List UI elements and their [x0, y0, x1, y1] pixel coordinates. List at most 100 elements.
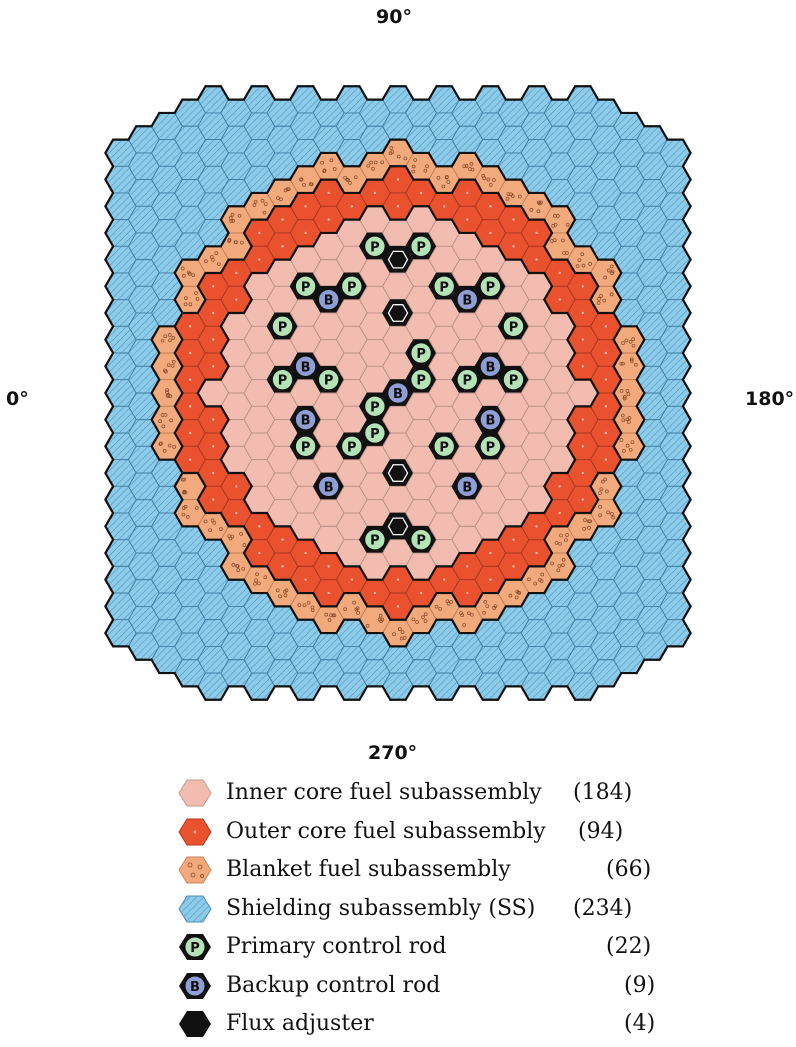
zone-boundaries: [104, 85, 692, 701]
backup-rod-marker: B: [318, 288, 340, 311]
svg-text:P: P: [370, 534, 380, 549]
blanket-subassembly: [151, 352, 183, 381]
blanket-hex-icon: [178, 856, 212, 884]
primary-rod-marker: P: [364, 422, 386, 444]
legend-count: (22): [606, 934, 652, 959]
legend-label: Flux adjuster: [226, 1011, 374, 1036]
svg-text:B: B: [301, 360, 311, 375]
svg-text:B: B: [462, 294, 472, 309]
svg-text:P: P: [278, 374, 288, 389]
legend-label: Primary control rod: [226, 934, 447, 959]
angle-label-270: 270°: [368, 742, 418, 764]
outer-core-hex-icon: [178, 818, 212, 845]
flux-adjuster-marker: [387, 517, 409, 536]
svg-text:P: P: [324, 374, 334, 389]
backup-control-rod-icon: B: [179, 972, 211, 999]
flux-adjuster-marker: [387, 304, 409, 322]
svg-text:P: P: [416, 240, 426, 255]
primary-rod-marker: P: [271, 315, 294, 337]
legend-row-shielding: Shielding subassembly (SS) (234): [178, 890, 738, 929]
backup-rod-marker: B: [387, 382, 409, 404]
svg-text:B: B: [485, 414, 495, 429]
primary-rod-marker: P: [341, 275, 363, 297]
svg-text:P: P: [439, 280, 449, 295]
svg-text:P: P: [190, 941, 200, 956]
primary-rod-marker: P: [294, 435, 317, 458]
primary-control-rod-icon: P: [179, 934, 211, 960]
backup-rod-marker: B: [294, 409, 317, 431]
svg-text:P: P: [439, 440, 449, 455]
flux-adjuster-marker: [387, 464, 409, 482]
svg-text:P: P: [416, 374, 426, 389]
legend-label: Outer core fuel subassembly: [226, 818, 546, 844]
svg-text:B: B: [485, 360, 495, 375]
angle-label-90: 90°: [376, 6, 412, 28]
primary-rod-marker: P: [341, 435, 363, 458]
primary-rod-marker: P: [479, 275, 502, 297]
legend-row-inner-core: Inner core fuel subassembly (184): [178, 774, 738, 813]
primary-rod-marker: P: [364, 235, 386, 257]
legend-count: (94): [578, 818, 624, 844]
legend-row-outer-core: Outer core fuel subassembly (94): [178, 813, 738, 852]
primary-rod-marker: P: [364, 395, 386, 418]
backup-rod-marker: B: [479, 355, 502, 377]
svg-text:B: B: [301, 414, 311, 429]
legend-count: (9): [624, 972, 656, 998]
primary-rod-marker: P: [410, 342, 432, 364]
primary-rod-marker: P: [271, 368, 294, 391]
legend-row-backup-rod: B Backup control rod (9): [178, 967, 738, 1006]
svg-text:P: P: [301, 440, 311, 455]
svg-text:B: B: [462, 480, 472, 495]
backup-rod-marker: B: [456, 475, 478, 498]
legend-label: Blanket fuel subassembly: [226, 857, 511, 882]
inner-core-hex-icon: [178, 779, 212, 807]
svg-text:P: P: [416, 347, 426, 362]
svg-text:P: P: [509, 374, 519, 389]
svg-text:P: P: [370, 427, 380, 442]
legend-label: Shielding subassembly (SS): [226, 895, 536, 921]
legend-count: (184): [573, 780, 633, 805]
svg-text:P: P: [347, 440, 357, 455]
primary-rod-marker: P: [410, 235, 432, 257]
shielding-hex-icon: [178, 895, 212, 922]
primary-rod-marker: P: [479, 435, 502, 458]
primary-rod-marker: P: [318, 368, 340, 391]
primary-rod-marker: P: [410, 529, 432, 551]
primary-rod-marker: P: [502, 368, 525, 391]
svg-text:B: B: [324, 480, 334, 495]
flux-adjuster-icon: [179, 1011, 211, 1037]
primary-rod-marker: P: [410, 368, 432, 391]
svg-text:P: P: [463, 374, 473, 389]
primary-rod-marker: P: [433, 275, 455, 297]
legend-row-flux-adjuster: Flux adjuster (4): [178, 1005, 738, 1044]
legend-count: (4): [624, 1011, 656, 1036]
svg-text:P: P: [416, 534, 426, 549]
svg-text:P: P: [486, 440, 496, 455]
svg-text:B: B: [393, 387, 403, 402]
backup-rod-marker: B: [456, 288, 478, 311]
backup-rod-marker: B: [479, 409, 502, 431]
svg-text:P: P: [486, 280, 496, 295]
legend-row-primary-rod: P Primary control rod (22): [178, 928, 738, 967]
svg-text:P: P: [370, 240, 380, 255]
primary-rod-marker: P: [294, 275, 317, 297]
angle-label-180: 180°: [745, 388, 795, 410]
primary-rod-marker: P: [433, 435, 455, 458]
svg-text:P: P: [278, 320, 288, 335]
backup-rod-marker: B: [318, 475, 340, 498]
flux-adjuster-marker: [387, 250, 409, 269]
legend: Inner core fuel subassembly (184) Outer …: [178, 774, 738, 1044]
svg-text:P: P: [301, 280, 311, 295]
backup-rod-marker: B: [294, 355, 317, 377]
legend-count: (234): [573, 895, 633, 921]
svg-text:P: P: [347, 280, 357, 295]
legend-row-blanket: Blanket fuel subassembly (66): [178, 851, 738, 890]
svg-text:B: B: [324, 294, 334, 309]
primary-rod-marker: P: [456, 368, 478, 391]
subassembly-grid: [104, 85, 692, 701]
angle-label-0: 0°: [6, 388, 29, 410]
primary-rod-marker: P: [364, 529, 386, 551]
svg-text:P: P: [509, 320, 519, 335]
